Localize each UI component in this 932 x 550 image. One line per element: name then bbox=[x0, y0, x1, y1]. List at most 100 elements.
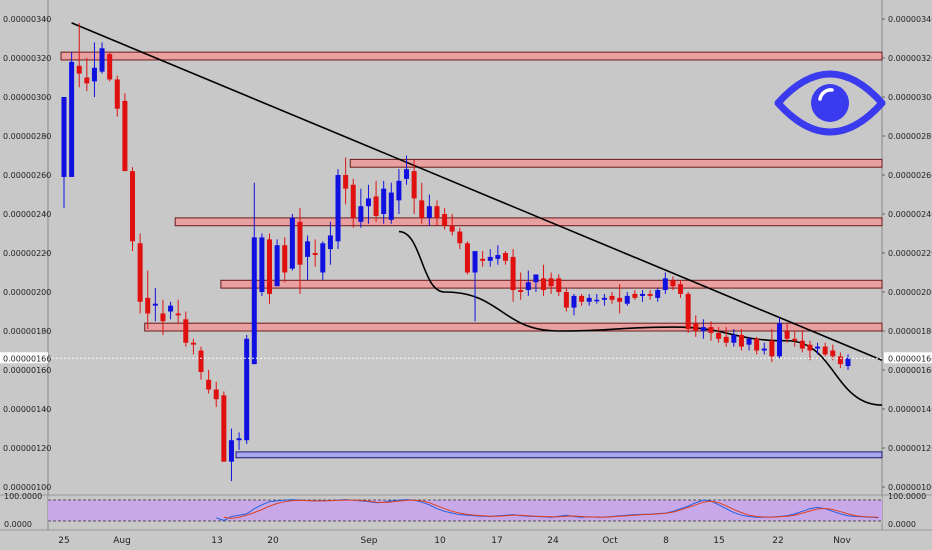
candle bbox=[464, 241, 470, 275]
candle bbox=[442, 208, 448, 230]
candle-body bbox=[244, 338, 250, 441]
candle-body bbox=[282, 245, 288, 273]
candle bbox=[601, 293, 607, 306]
candle-body bbox=[114, 79, 120, 109]
x-tick-label: 8 bbox=[663, 536, 669, 546]
candle bbox=[571, 293, 577, 316]
stochastic-band bbox=[48, 500, 882, 521]
candle-body bbox=[716, 332, 722, 339]
x-tick-label: Aug bbox=[113, 536, 131, 546]
candle bbox=[518, 272, 524, 300]
candle bbox=[510, 249, 516, 302]
candle bbox=[137, 233, 143, 314]
candle-body bbox=[320, 243, 326, 273]
candle bbox=[830, 344, 836, 361]
candle-body bbox=[792, 338, 798, 341]
candle bbox=[160, 299, 166, 335]
candle-body bbox=[145, 297, 151, 314]
y-tick-label-right: 0.00000140 bbox=[888, 405, 932, 414]
candle-body bbox=[487, 256, 493, 261]
candle-body bbox=[738, 334, 744, 347]
candle-body bbox=[571, 295, 577, 308]
candle bbox=[350, 178, 356, 228]
candle-body bbox=[617, 297, 623, 302]
stochastic-max-label-left: 100.0000 bbox=[4, 492, 42, 501]
y-tick-label-left: 0.00000180 bbox=[3, 327, 51, 336]
candle bbox=[480, 251, 486, 267]
candle bbox=[632, 290, 638, 300]
candle bbox=[358, 188, 364, 228]
candle bbox=[670, 276, 676, 291]
candle-body bbox=[837, 356, 843, 365]
candle bbox=[472, 251, 478, 322]
candle-body bbox=[267, 239, 273, 294]
candle bbox=[244, 334, 250, 445]
x-tick-label: Nov bbox=[833, 536, 851, 546]
y-tick-label-left: 0.00000140 bbox=[3, 405, 51, 414]
candle-body bbox=[91, 67, 97, 82]
candle bbox=[792, 331, 798, 347]
candle-body bbox=[601, 297, 607, 300]
candle-body bbox=[662, 278, 668, 291]
eye-icon bbox=[774, 70, 886, 136]
candle bbox=[434, 200, 440, 226]
candle-body bbox=[221, 395, 227, 462]
candle-body bbox=[495, 254, 501, 259]
candle-body bbox=[350, 184, 356, 218]
y-tick-label-right: 0.00000160 bbox=[888, 366, 932, 375]
candle bbox=[761, 342, 767, 355]
candle-body bbox=[160, 313, 166, 322]
candle bbox=[837, 352, 843, 369]
candle-body bbox=[305, 241, 311, 257]
candle-body bbox=[518, 290, 524, 292]
candle-body bbox=[457, 231, 463, 244]
resistance-zone bbox=[60, 51, 883, 61]
candle bbox=[267, 233, 273, 304]
candle bbox=[282, 237, 288, 283]
resistance-zone bbox=[174, 217, 883, 227]
candle bbox=[221, 391, 227, 462]
candle-body bbox=[396, 180, 402, 201]
candle-body bbox=[563, 292, 569, 308]
candle bbox=[639, 290, 645, 302]
y-tick-label-left: 0.00000120 bbox=[3, 444, 51, 453]
candle bbox=[419, 182, 425, 224]
candle-body bbox=[228, 440, 234, 462]
candle-body bbox=[289, 217, 295, 269]
candle-body bbox=[502, 253, 508, 261]
candle bbox=[61, 97, 67, 209]
candle bbox=[69, 52, 75, 177]
candle-body bbox=[76, 65, 82, 74]
x-tick-label: 15 bbox=[713, 536, 724, 546]
candle bbox=[251, 182, 257, 365]
y-tick-label-left: 0.00000320 bbox=[3, 54, 51, 63]
candle-body bbox=[464, 243, 470, 273]
support-zone bbox=[235, 451, 883, 459]
candle-body bbox=[175, 313, 181, 316]
candle bbox=[381, 180, 387, 224]
x-tick-label: 20 bbox=[267, 536, 279, 546]
y-tick-label-right: 0.00000180 bbox=[888, 327, 932, 336]
candle-body bbox=[693, 323, 699, 331]
candle bbox=[655, 288, 661, 302]
candle bbox=[556, 274, 562, 296]
candle-body bbox=[632, 293, 638, 298]
candle-body bbox=[655, 290, 661, 298]
candle bbox=[320, 241, 326, 281]
x-tick-label: Sep bbox=[361, 536, 378, 546]
candle bbox=[259, 233, 265, 296]
candle-body bbox=[297, 221, 303, 265]
candle bbox=[343, 157, 349, 205]
candle-body bbox=[312, 253, 318, 255]
candles bbox=[61, 22, 851, 482]
candle-body bbox=[381, 188, 387, 214]
current-price-line: 0.00000166 0.00000166 bbox=[0, 352, 932, 364]
candle bbox=[190, 338, 196, 355]
candle-body bbox=[259, 237, 265, 292]
y-tick-label-right: 0.00000340 bbox=[888, 15, 932, 24]
candle-body bbox=[152, 303, 158, 306]
y-tick-label-left: 0.00000280 bbox=[3, 132, 51, 141]
stochastic-min-label-right: 0.0000 bbox=[888, 520, 916, 529]
